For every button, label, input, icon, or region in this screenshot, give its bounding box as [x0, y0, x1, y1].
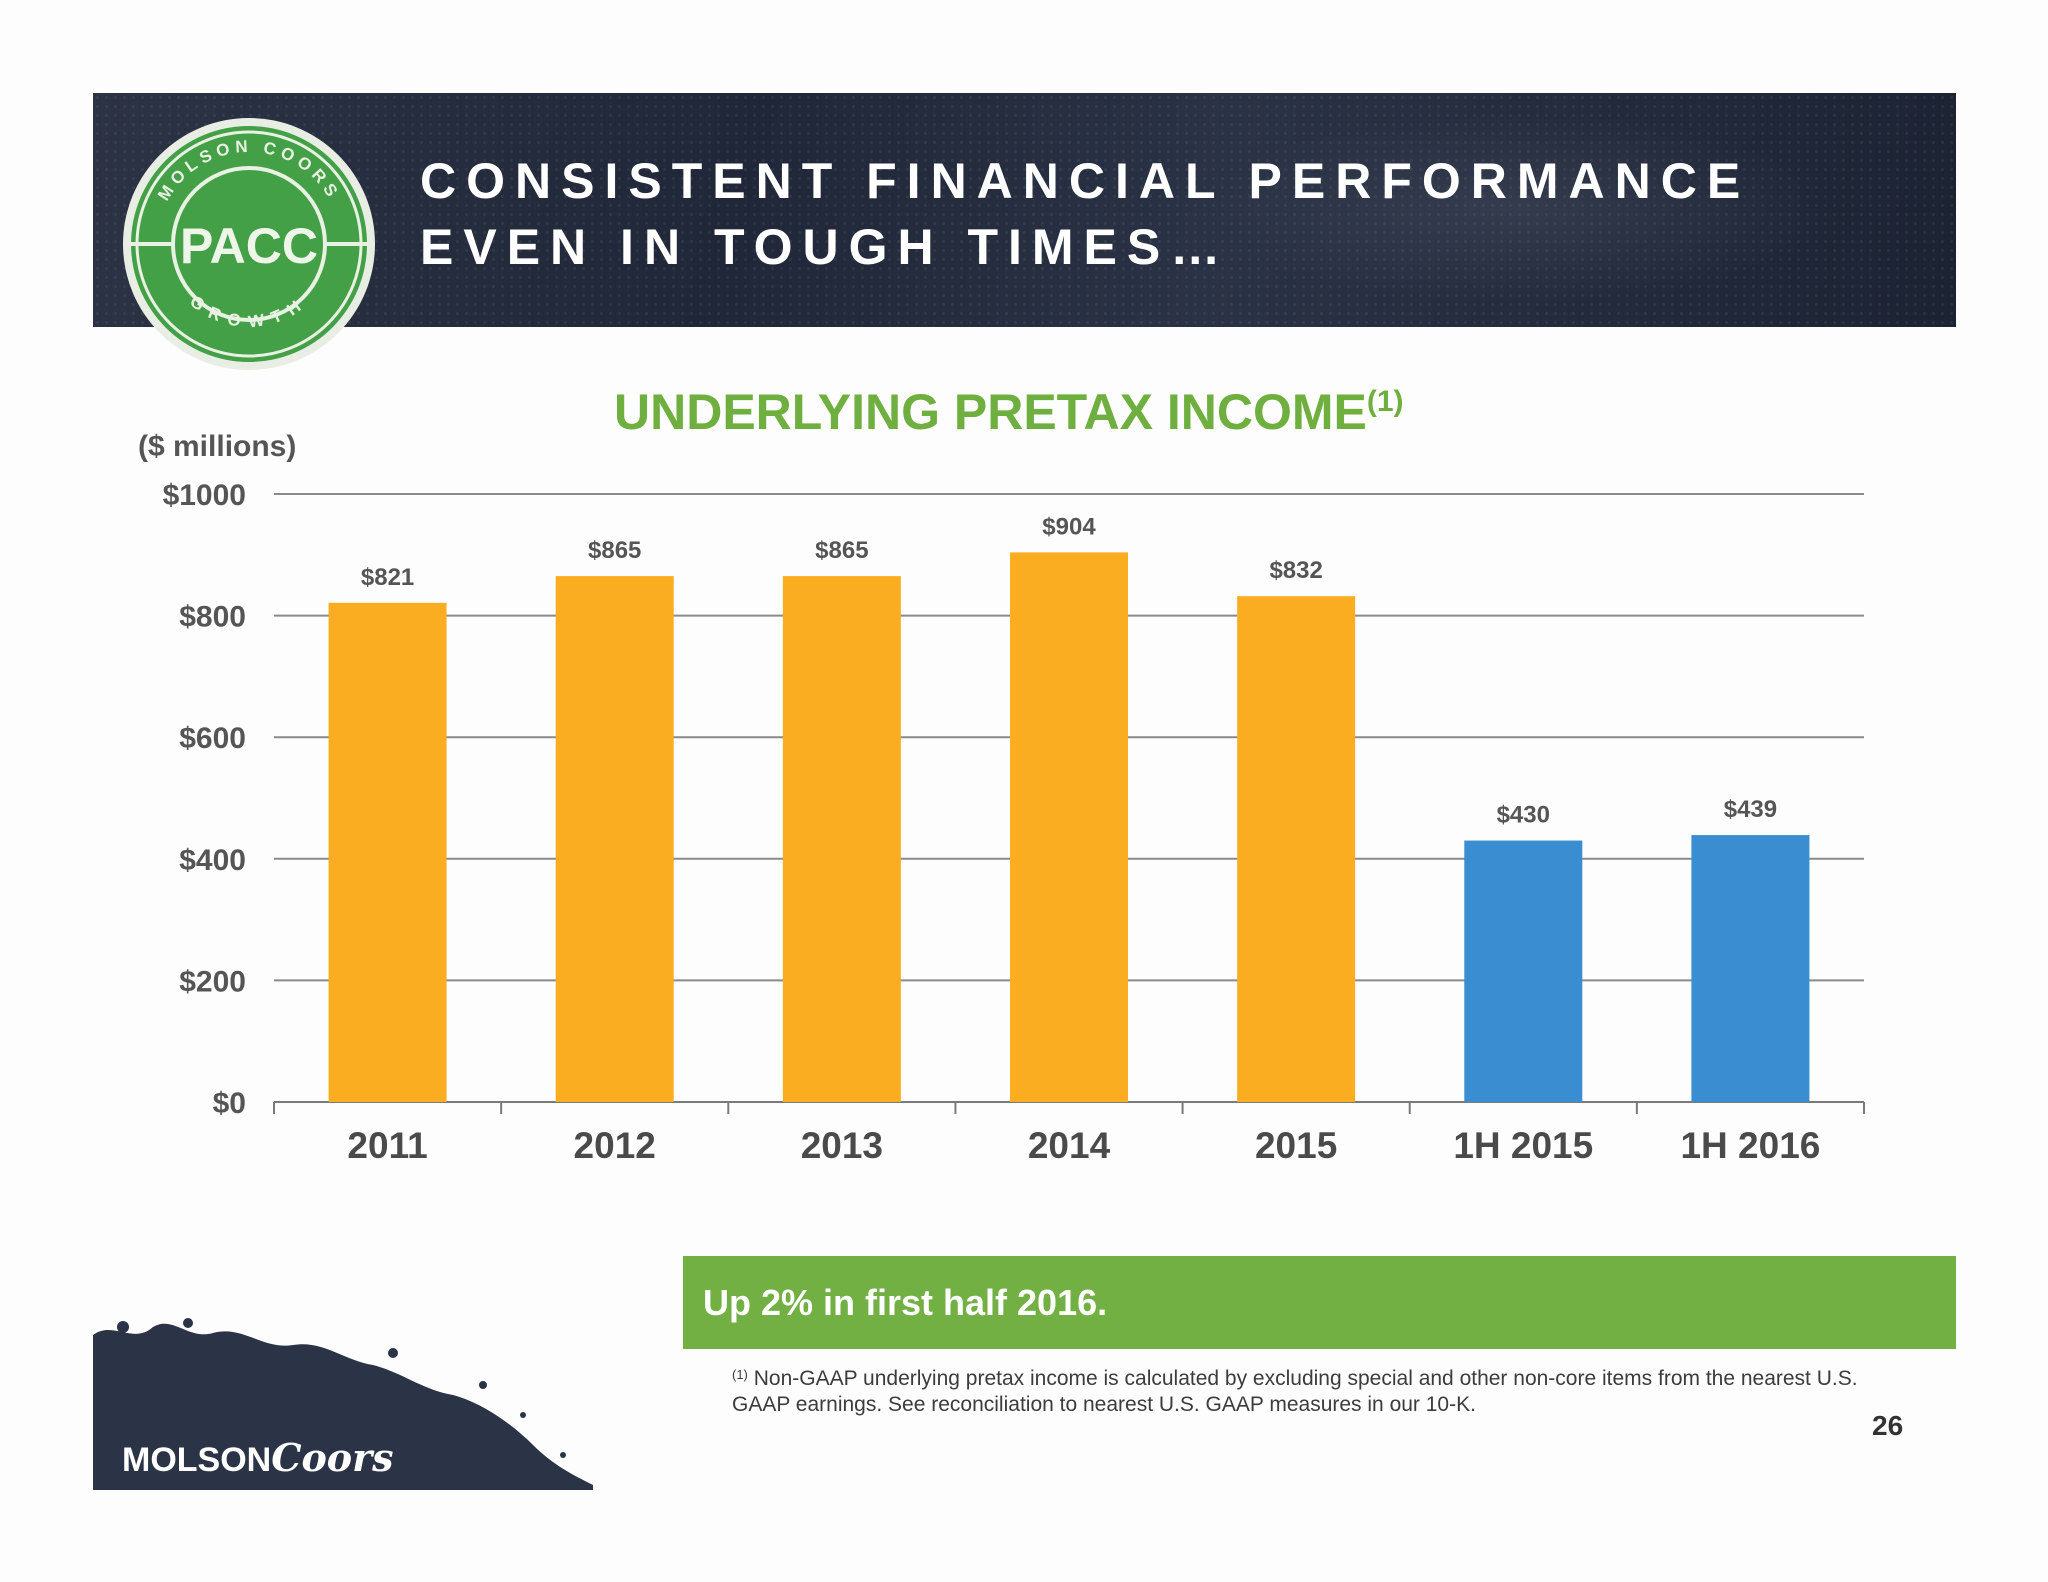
data-label: $832: [1269, 557, 1322, 584]
chart-title: UNDERLYING PRETAX INCOME(1): [614, 383, 1404, 441]
x-tick-label: 2011: [347, 1125, 427, 1166]
bar: [782, 576, 901, 1102]
y-tick-label: $800: [179, 601, 246, 634]
header-banner: [93, 93, 1956, 327]
x-tick-label: 1H 2016: [1680, 1125, 1820, 1166]
bar: [1464, 840, 1583, 1102]
footer-brand-splash: [93, 1318, 593, 1490]
footer-brand-logo: MOLSONCoors: [122, 1435, 394, 1480]
bar-chart: $0 $200 $400 $600 $800 $1000 $821 2011 $865 2012 $…: [163, 479, 1865, 1166]
bar: [1010, 552, 1128, 1102]
units-label: ($ millions): [138, 430, 297, 463]
data-label: $821: [361, 564, 414, 591]
y-tick-label: $1000: [163, 479, 246, 512]
data-label: $904: [1042, 513, 1096, 540]
x-tick-label: 2015: [1255, 1125, 1337, 1166]
bar: [555, 576, 674, 1102]
bar: [1691, 835, 1810, 1102]
footnote-text: Non-GAAP underlying pretax income is cal…: [732, 1367, 1858, 1416]
x-tick-label: 1H 2015: [1453, 1125, 1593, 1166]
y-tick-label: $200: [179, 965, 246, 998]
bar: [1237, 596, 1356, 1102]
y-tick-label: $600: [179, 722, 246, 755]
callout-text: Up 2% in first half 2016.: [703, 1282, 1108, 1323]
footnote-marker: (1): [732, 1367, 748, 1382]
brand-name-part-2: Coors: [271, 1435, 394, 1480]
data-label: $865: [815, 537, 868, 564]
data-label: $430: [1497, 802, 1550, 829]
logo-text: PACC: [180, 218, 318, 274]
x-tick-label: 2013: [801, 1125, 883, 1166]
x-tick-label: 2012: [574, 1125, 656, 1166]
y-tick-label: $0: [213, 1087, 246, 1120]
x-tick-label: 2014: [1028, 1125, 1111, 1166]
data-label: $865: [588, 537, 641, 564]
footnote: (1) Non-GAAP underlying pretax income is…: [732, 1362, 1862, 1418]
bar: [328, 602, 447, 1102]
callout-bar: Up 2% in first half 2016.: [683, 1256, 1956, 1349]
y-tick-label: $400: [179, 844, 246, 877]
page-title-line-1: CONSISTENT FINANCIAL PERFORMANCE: [420, 153, 1751, 209]
chart-title-text: UNDERLYING PRETAX INCOME: [614, 384, 1367, 440]
page-number: 26: [1872, 1410, 1904, 1441]
pacc-growth-logo: MOLSON COORS GROWTH PACC: [123, 118, 375, 370]
chart-title-superscript: (1): [1366, 385, 1404, 418]
brand-name-part-1: MOLSON: [122, 1441, 272, 1479]
page-title-line-2: EVEN IN TOUGH TIMES…: [420, 219, 1231, 275]
data-label: $439: [1724, 796, 1777, 823]
